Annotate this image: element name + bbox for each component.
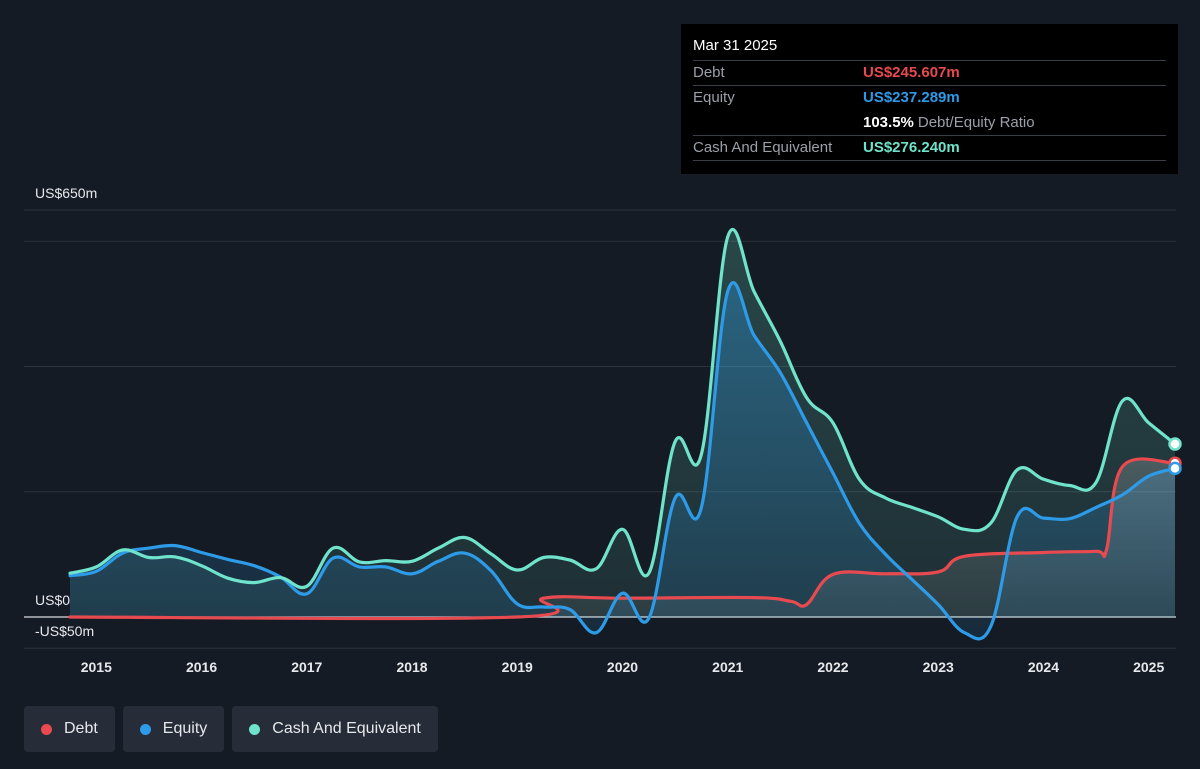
tooltip-cash-value: US$276.240m bbox=[863, 139, 960, 156]
chart-legend: Debt Equity Cash And Equivalent bbox=[24, 706, 438, 752]
series-endpoints bbox=[1168, 437, 1182, 476]
tooltip-ratio-value: 103.5% bbox=[863, 114, 914, 131]
x-tick-2022: 2022 bbox=[817, 659, 848, 675]
x-axis-labels: 2015 2016 2017 2018 2019 2020 2021 2022 2023 2024… bbox=[81, 659, 1165, 675]
legend-dot-cash bbox=[249, 723, 261, 735]
tooltip-debt-label: Debt bbox=[693, 64, 725, 81]
series-lines bbox=[68, 227, 1177, 641]
tooltip-row-cash: Cash And Equivalent US$276.240m bbox=[693, 135, 1166, 161]
x-tick-2016: 2016 bbox=[186, 659, 217, 675]
legend-label-equity: Equity bbox=[162, 720, 208, 737]
line-debt bbox=[68, 457, 1177, 621]
tooltip-date: Mar 31 2025 bbox=[693, 37, 778, 54]
x-tick-2017: 2017 bbox=[291, 659, 322, 675]
x-tick-2019: 2019 bbox=[502, 659, 533, 675]
tooltip-cash-label: Cash And Equivalent bbox=[693, 139, 833, 156]
endpoint-equity bbox=[1168, 461, 1182, 476]
tooltip-panel: Mar 31 2025 Debt US$245.607m Equity US$2… bbox=[681, 24, 1178, 174]
y-tick-top: US$650m bbox=[35, 185, 97, 201]
series-areas bbox=[70, 229, 1175, 639]
legend-item-debt[interactable]: Debt bbox=[24, 706, 115, 752]
tooltip-row-ratio: 103.5% Debt/Equity Ratio bbox=[693, 110, 1166, 135]
line-cash-and-equivalent bbox=[68, 227, 1177, 590]
x-tick-2015: 2015 bbox=[81, 659, 112, 675]
x-tick-2024: 2024 bbox=[1028, 659, 1059, 675]
endpoint-cash-and-equivalent bbox=[1168, 437, 1182, 451]
tooltip-ratio-label: Debt/Equity Ratio bbox=[917, 114, 1035, 131]
x-tick-2018: 2018 bbox=[396, 659, 427, 675]
x-tick-2020: 2020 bbox=[607, 659, 638, 675]
tooltip-ratio: 103.5% Debt/Equity Ratio bbox=[863, 111, 1035, 135]
tooltip-equity-label: Equity bbox=[693, 89, 735, 106]
y-axis-labels: US$650m US$0 -US$50m bbox=[35, 185, 97, 639]
y-tick-zero: US$0 bbox=[35, 592, 70, 608]
legend-item-equity[interactable]: Equity bbox=[122, 706, 225, 752]
line-equity bbox=[68, 281, 1177, 641]
legend-label-cash: Cash And Equivalent bbox=[272, 720, 421, 737]
x-tick-2021: 2021 bbox=[712, 659, 743, 675]
tooltip-debt-value: US$245.607m bbox=[863, 64, 960, 81]
y-tick-bottom: -US$50m bbox=[35, 623, 94, 639]
legend-label-debt: Debt bbox=[64, 720, 98, 737]
area-debt bbox=[70, 458, 1175, 619]
legend-item-cash[interactable]: Cash And Equivalent bbox=[232, 706, 438, 752]
legend-dot-equity bbox=[139, 723, 151, 735]
tooltip-equity-value: US$237.289m bbox=[863, 89, 960, 106]
tooltip-row-equity: Equity US$237.289m bbox=[693, 85, 1166, 110]
area-cash-and-equivalent bbox=[70, 229, 1175, 617]
x-tick-2025: 2025 bbox=[1133, 659, 1164, 675]
x-tick-2023: 2023 bbox=[923, 659, 954, 675]
tooltip-row-debt: Debt US$245.607m bbox=[693, 60, 1166, 85]
legend-dot-debt bbox=[41, 723, 52, 735]
